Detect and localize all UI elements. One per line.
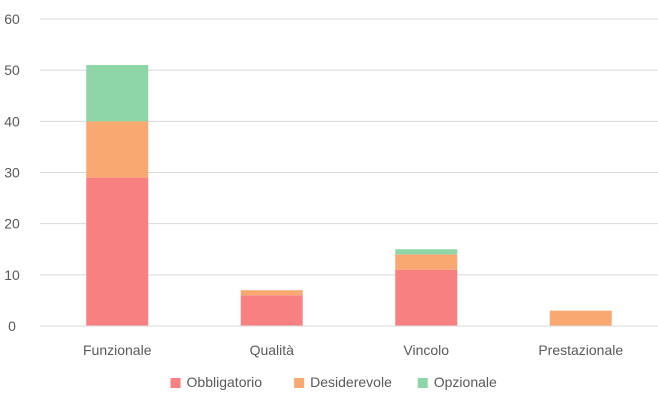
y-tick-label: 60 xyxy=(4,11,20,27)
bar-segment xyxy=(395,254,458,270)
bar-segment xyxy=(86,177,149,326)
y-tick-label: 50 xyxy=(4,62,20,78)
bar-segment xyxy=(240,290,303,296)
x-tick-label: Funzionale xyxy=(83,342,152,358)
bar-segment xyxy=(395,249,458,255)
legend-item: Opzionale xyxy=(417,374,497,390)
legend-item: Desiderevole xyxy=(294,374,392,390)
x-tick-label: Vincolo xyxy=(403,342,449,358)
y-tick-label: 20 xyxy=(4,216,20,232)
legend-label: Obbligatorio xyxy=(187,374,263,390)
legend-label: Opzionale xyxy=(434,374,497,390)
y-tick-label: 0 xyxy=(8,318,16,334)
bars xyxy=(86,65,612,326)
y-tick-label: 30 xyxy=(4,165,20,181)
legend-swatch xyxy=(294,378,305,388)
bar-segment xyxy=(395,269,458,326)
x-tick-label: Prestazionale xyxy=(538,342,623,358)
legend-item: Obbligatorio xyxy=(170,374,263,390)
bar-segment xyxy=(86,121,149,178)
y-tick-label: 40 xyxy=(4,113,20,129)
y-tick-label: 10 xyxy=(4,267,20,283)
bar-segment xyxy=(86,65,149,122)
legend-swatch xyxy=(170,378,181,388)
y-axis-ticks: 0 10 20 30 40 50 60 xyxy=(4,11,20,334)
x-axis-ticks: Funzionale Qualità Vincolo Prestazionale xyxy=(83,342,623,358)
legend-label: Desiderevole xyxy=(310,374,392,390)
x-tick-label: Qualità xyxy=(250,342,295,358)
legend: Obbligatorio Desiderevole Opzionale xyxy=(170,374,497,390)
legend-swatch xyxy=(417,378,428,388)
bar-segment xyxy=(240,295,303,326)
bar-segment xyxy=(549,310,612,326)
